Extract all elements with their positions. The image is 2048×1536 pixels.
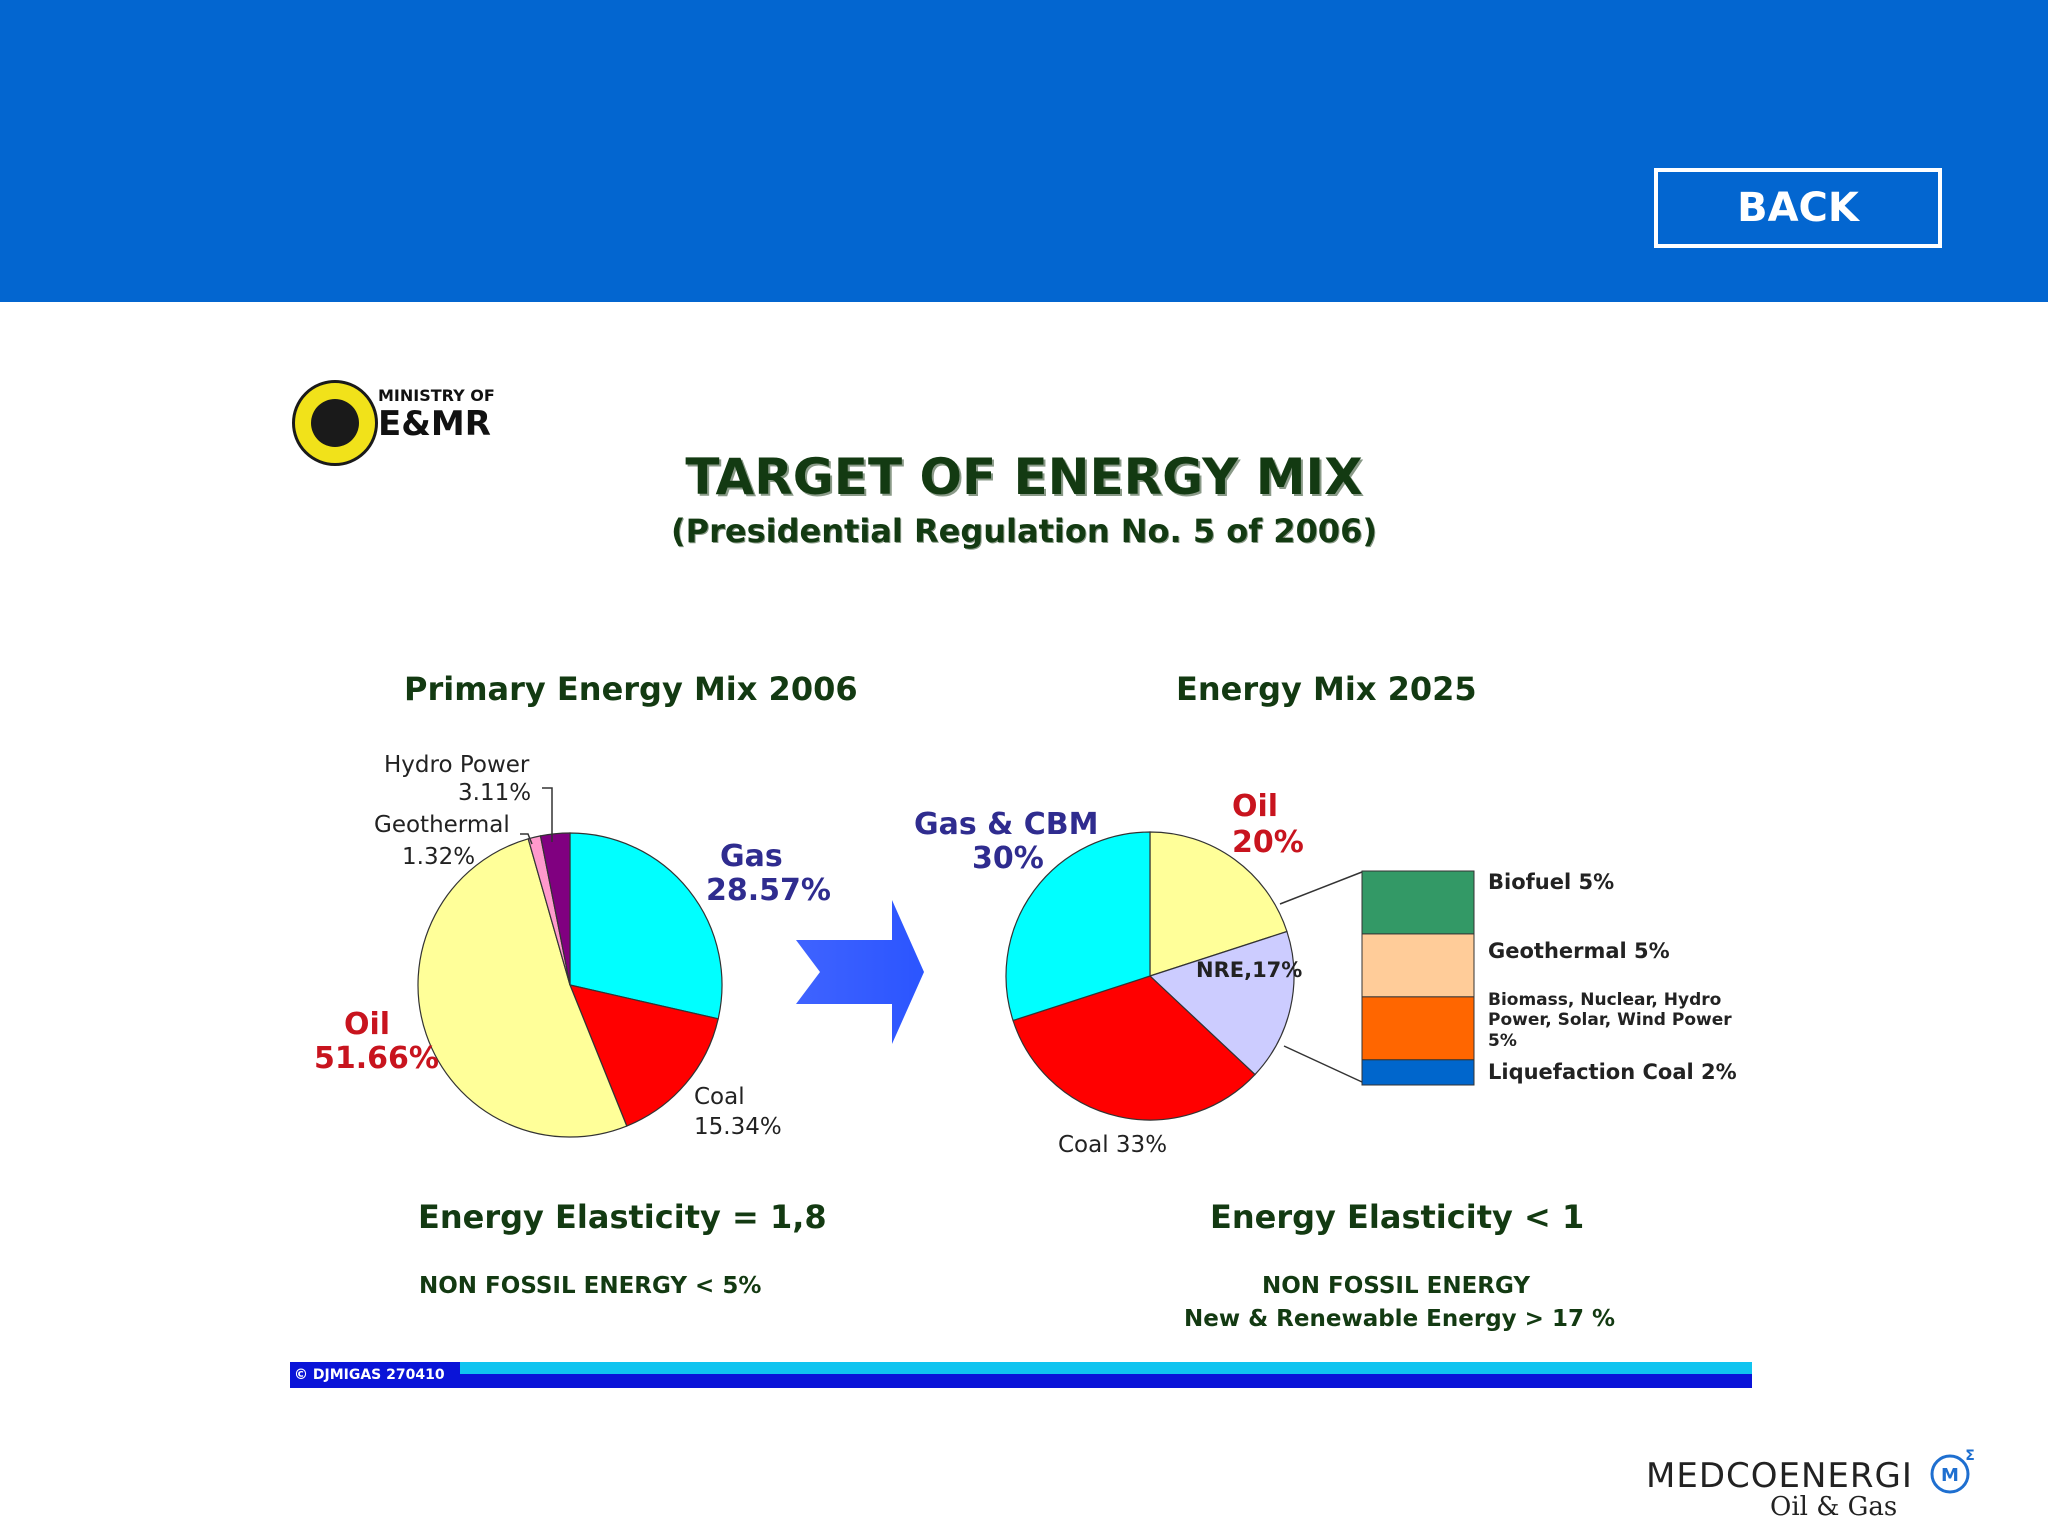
- nre-segment-liquefaction: [1361, 1059, 1475, 1086]
- legend-liquefaction: Liquefaction Coal 2%: [1488, 1060, 1737, 1084]
- label-oil-value: 51.66%: [314, 1041, 439, 1076]
- logo-emr-text: E&MR: [378, 404, 491, 444]
- page-title: TARGET OF ENERGY MIX: [685, 448, 1363, 506]
- right-elasticity: Energy Elasticity < 1: [1210, 1198, 1585, 1236]
- label-oil2025-value: 20%: [1232, 825, 1304, 860]
- ministry-seal-icon: [292, 380, 378, 466]
- label-gas-name: Gas: [720, 839, 783, 874]
- pie-2006-slice-hydro-power: [539, 832, 571, 986]
- pie-2006-slice-oil: [417, 838, 628, 1138]
- medco-mark-letter: M: [1941, 1465, 1959, 1486]
- label-hydro-value: 3.11%: [458, 780, 532, 806]
- nre-segment-biomass: [1361, 996, 1475, 1061]
- medco-sub: Oil & Gas: [1770, 1492, 1898, 1522]
- page-subtitle: (Presidential Regulation No. 5 of 2006): [671, 512, 1377, 550]
- nre-connector-lines: [1279, 871, 1363, 1083]
- pie-2025-slice-oil: [1149, 831, 1288, 977]
- medco-mark-icon: M Σ: [1930, 1448, 1974, 1494]
- label-gas-value: 28.57%: [706, 873, 831, 908]
- medco-name: MEDCOENERGI: [1646, 1456, 1913, 1496]
- right-nonfossil-line1: NON FOSSIL ENERGY: [1261, 1273, 1531, 1299]
- logo-ministry-text: MINISTRY OF: [378, 386, 495, 405]
- svg-text:Σ: Σ: [1965, 1448, 1974, 1464]
- pie-chart-2025: [1005, 831, 1295, 1121]
- pie-2025-slice-coal: [1012, 975, 1256, 1121]
- pie-2006-slice-gas: [569, 832, 723, 1020]
- pie-2025-slice-gas-cbm: [1005, 831, 1151, 1022]
- label-coal2025: Coal 33%: [1058, 1132, 1168, 1158]
- label-gascbm-value: 30%: [972, 841, 1044, 876]
- label-coal-value: 15.34%: [694, 1114, 782, 1140]
- back-button[interactable]: BACK: [1654, 168, 1942, 248]
- chart-2006-title: Primary Energy Mix 2006: [404, 670, 858, 708]
- pie-chart-2006: [417, 832, 723, 1138]
- label-coal-name: Coal: [694, 1084, 745, 1110]
- left-elasticity: Energy Elasticity = 1,8: [418, 1198, 827, 1236]
- legend-biomass: Biomass, Nuclear, Hydro Power, Solar, Wi…: [1488, 990, 1732, 1051]
- right-nonfossil: NON FOSSIL ENERGY New & Renewable Energy…: [1184, 1270, 1616, 1337]
- arrow-icon: [796, 900, 924, 1044]
- label-hydro-name: Hydro Power: [384, 752, 530, 778]
- slide-footer-bar: © DJMIGAS 270410: [290, 1362, 1752, 1388]
- nre-segment-geothermal: [1361, 933, 1475, 998]
- nre-breakdown-bar: [1361, 870, 1475, 1086]
- label-nre: NRE,17%: [1196, 958, 1303, 982]
- nre-segment-biofuel: [1361, 870, 1475, 935]
- label-geothermal-name: Geothermal: [374, 812, 510, 838]
- pie-2006-slice-coal: [569, 984, 719, 1127]
- label-oil-name: Oil: [344, 1007, 391, 1042]
- footer-tag: © DJMIGAS 270410: [290, 1362, 460, 1388]
- label-gascbm-name: Gas & CBM: [914, 807, 1099, 842]
- left-nonfossil: NON FOSSIL ENERGY < 5%: [419, 1273, 762, 1299]
- pie-2025-slice-nre: [1148, 930, 1295, 1076]
- right-nonfossil-line2: New & Renewable Energy > 17 %: [1184, 1306, 1616, 1333]
- label-geothermal-value: 1.32%: [402, 844, 476, 870]
- ministry-logo: MINISTRY OF E&MR: [292, 378, 512, 468]
- header-bar: BACK: [0, 0, 2048, 302]
- chart-2025-title: Energy Mix 2025: [1176, 670, 1477, 708]
- label-oil2025-name: Oil: [1232, 789, 1279, 824]
- leader-lines-2006: [520, 787, 553, 845]
- legend-geothermal: Geothermal 5%: [1488, 939, 1670, 963]
- legend-biofuel: Biofuel 5%: [1488, 870, 1615, 894]
- medco-logo: MEDCOENERGI Oil & Gas M Σ: [1646, 1444, 1976, 1524]
